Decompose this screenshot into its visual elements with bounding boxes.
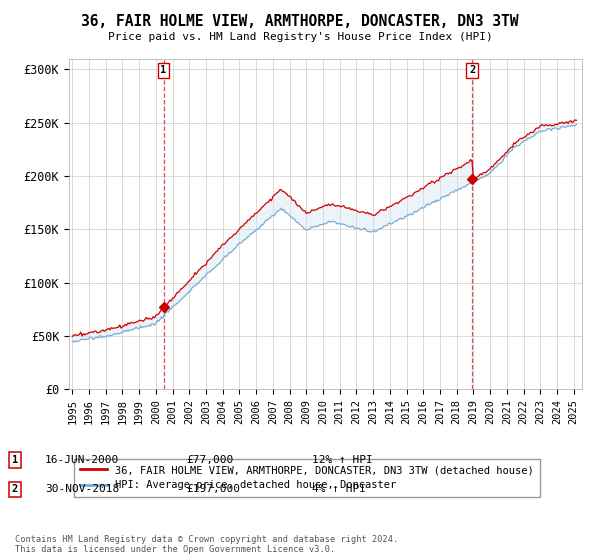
- Text: 2: 2: [12, 484, 18, 494]
- Text: £197,000: £197,000: [186, 484, 240, 494]
- Text: 12% ↑ HPI: 12% ↑ HPI: [312, 455, 373, 465]
- Text: 1: 1: [12, 455, 18, 465]
- Text: Contains HM Land Registry data © Crown copyright and database right 2024.: Contains HM Land Registry data © Crown c…: [15, 535, 398, 544]
- Text: 16-JUN-2000: 16-JUN-2000: [45, 455, 119, 465]
- Text: 36, FAIR HOLME VIEW, ARMTHORPE, DONCASTER, DN3 3TW: 36, FAIR HOLME VIEW, ARMTHORPE, DONCASTE…: [81, 14, 519, 29]
- Text: 4% ↑ HPI: 4% ↑ HPI: [312, 484, 366, 494]
- Text: 1: 1: [160, 66, 167, 76]
- Text: 2: 2: [469, 66, 475, 76]
- Text: Price paid vs. HM Land Registry's House Price Index (HPI): Price paid vs. HM Land Registry's House …: [107, 32, 493, 42]
- Text: £77,000: £77,000: [186, 455, 233, 465]
- Text: 30-NOV-2018: 30-NOV-2018: [45, 484, 119, 494]
- Legend: 36, FAIR HOLME VIEW, ARMTHORPE, DONCASTER, DN3 3TW (detached house), HPI: Averag: 36, FAIR HOLME VIEW, ARMTHORPE, DONCASTE…: [74, 459, 540, 497]
- Text: This data is licensed under the Open Government Licence v3.0.: This data is licensed under the Open Gov…: [15, 545, 335, 554]
